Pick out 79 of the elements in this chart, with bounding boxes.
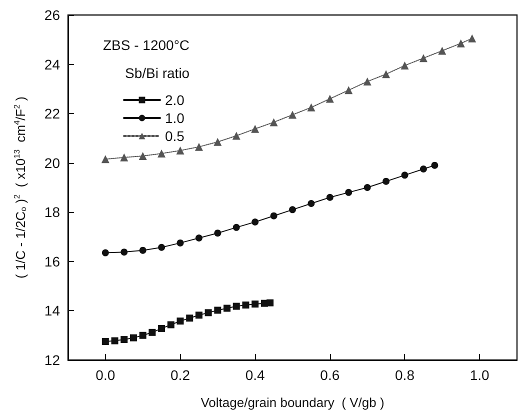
point	[167, 321, 174, 328]
x-tick-label: 0.0	[96, 367, 116, 383]
y-tick-label: 12	[44, 352, 60, 368]
point	[326, 94, 334, 103]
point	[176, 239, 184, 246]
point	[401, 172, 408, 179]
point	[138, 152, 147, 160]
point	[288, 110, 296, 119]
point	[251, 124, 260, 133]
point	[419, 54, 428, 62]
point	[120, 153, 128, 162]
point	[252, 300, 259, 308]
y-tick-label: 24	[44, 56, 60, 72]
point	[438, 46, 446, 55]
point	[214, 306, 222, 314]
point	[232, 302, 240, 310]
point	[400, 62, 409, 70]
point	[139, 332, 146, 339]
point	[195, 234, 202, 242]
point	[158, 244, 166, 251]
x-tick-label: 0.4	[245, 367, 266, 383]
point	[194, 142, 203, 151]
point	[101, 155, 110, 164]
point	[158, 149, 166, 158]
point	[326, 194, 334, 201]
point	[158, 324, 166, 332]
point	[214, 138, 222, 146]
y-tick-label: 22	[44, 106, 60, 122]
point	[232, 224, 240, 231]
point	[344, 86, 353, 94]
x-tick-label: 1.0	[470, 367, 490, 383]
point	[102, 249, 109, 256]
point	[139, 246, 146, 254]
point	[186, 314, 194, 322]
point	[120, 336, 128, 344]
point	[382, 178, 390, 185]
point	[224, 304, 231, 312]
y-tick-label: 26	[44, 7, 60, 23]
point	[102, 338, 109, 346]
point	[270, 118, 278, 126]
point	[364, 184, 371, 191]
x-tick-label: 0.2	[170, 367, 190, 383]
point	[266, 299, 274, 306]
y-tick-label: 20	[44, 154, 60, 171]
x-axis-title: Voltage/grain boundary ( V/gb )	[200, 395, 384, 410]
y-tick-label: 16	[44, 253, 60, 270]
point	[345, 188, 352, 196]
text: ( 1/C - 1/2Co )2 ( x1013 cm4/F2 )	[12, 96, 28, 278]
point	[431, 162, 438, 169]
point	[214, 230, 222, 237]
point	[195, 312, 202, 319]
legend-label: 2.0	[165, 92, 185, 108]
point	[308, 200, 315, 208]
x-tick-label: 0.6	[320, 367, 340, 383]
point	[456, 39, 465, 48]
point	[242, 302, 250, 309]
legend-label: 1.0	[165, 110, 185, 126]
point	[289, 206, 296, 214]
y-tick-label: 14	[44, 302, 60, 319]
point	[270, 212, 278, 220]
point	[120, 248, 128, 256]
point	[382, 70, 390, 78]
legend-title: Sb/Bi ratio	[125, 65, 190, 81]
point	[111, 337, 118, 344]
point	[420, 166, 427, 173]
point	[148, 328, 156, 336]
point	[252, 218, 259, 226]
point	[363, 78, 372, 86]
legend-label: 0.5	[165, 128, 185, 144]
point	[232, 132, 240, 140]
point	[468, 34, 476, 42]
annotation: ZBS - 1200°C	[103, 37, 190, 53]
y-tick-label: 18	[44, 204, 60, 220]
x-tick-label: 0.8	[395, 367, 415, 383]
point	[307, 103, 316, 112]
point	[176, 318, 184, 325]
point	[176, 146, 184, 155]
point	[204, 309, 212, 316]
point	[130, 334, 137, 342]
